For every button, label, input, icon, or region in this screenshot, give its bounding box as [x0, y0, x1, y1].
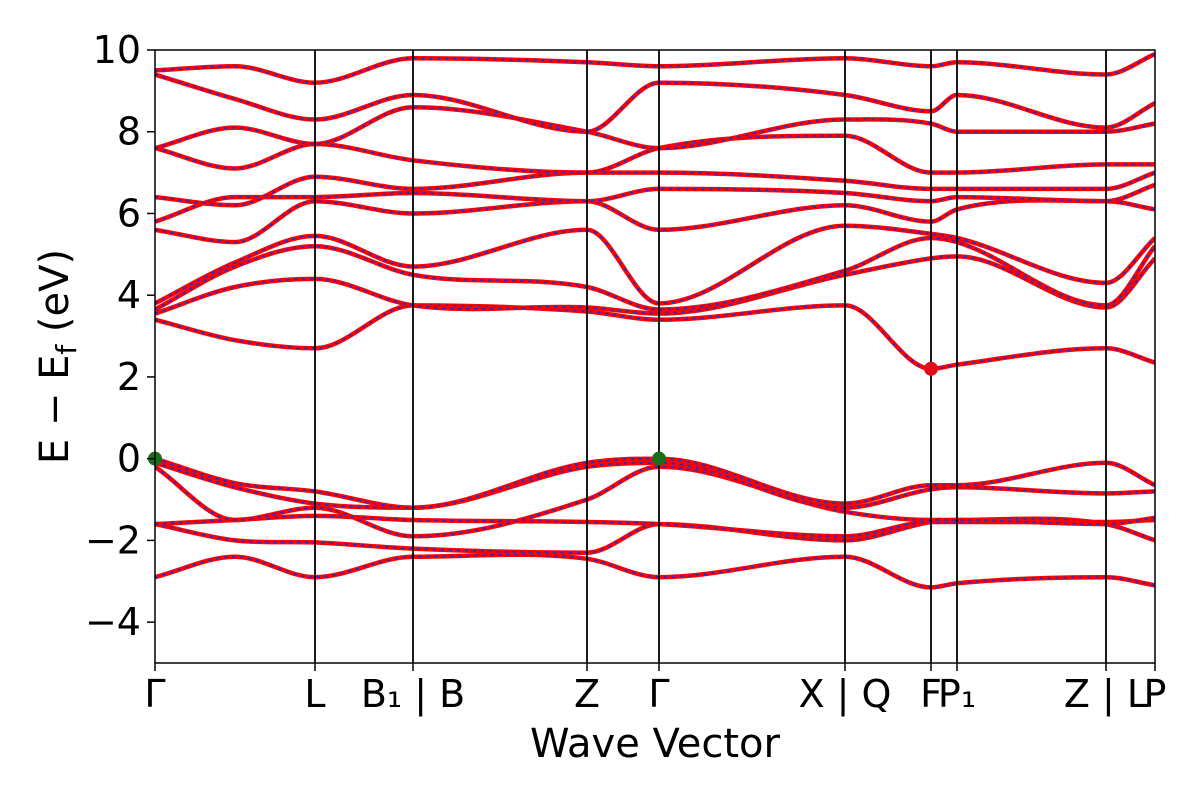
band-15	[155, 104, 1155, 151]
band-16-overlay	[155, 73, 1155, 133]
band-17	[155, 52, 1155, 85]
x-tick-label: L	[304, 672, 325, 716]
x-axis-label: Wave Vector	[530, 721, 781, 767]
y-ticks: −4 −2 0 2 4 6 8 10	[85, 28, 155, 644]
band-1	[155, 552, 1155, 590]
y-axis-label-sub: f	[50, 344, 83, 355]
x-tick-label: Z | L	[1064, 672, 1148, 717]
bands-layer	[155, 52, 1155, 590]
x-ticks: Γ L B₁ | B Z Γ X | Q FP₁ Z | LP	[144, 663, 1166, 717]
y-tick-label: −4	[85, 600, 141, 644]
x-tick-label: Γ	[144, 672, 165, 716]
band-4-overlay	[155, 465, 1155, 538]
y-tick-label: 8	[117, 110, 141, 154]
band-1-overlay	[155, 553, 1155, 589]
band-9	[155, 235, 1155, 312]
band-14-overlay	[155, 134, 1155, 174]
x-tick-label: F	[920, 672, 942, 716]
vbm-marker	[652, 451, 666, 466]
x-tick-label: P₁	[938, 672, 976, 716]
x-tick-label: X | Q	[799, 672, 892, 717]
y-tick-label: 6	[117, 191, 141, 235]
band-11-overlay	[155, 199, 1155, 244]
band-17-overlay	[155, 53, 1155, 84]
x-tick-label: P	[1144, 672, 1167, 716]
plot-frame	[154, 49, 1156, 664]
x-tick-label: Γ	[648, 672, 669, 716]
y-tick-label: 10	[93, 28, 141, 72]
y-axis-label: E − Ef (eV)	[32, 249, 83, 464]
y-tick-label: 2	[117, 355, 141, 399]
x-tick-label: Z	[574, 672, 600, 716]
cbm-marker	[924, 361, 938, 376]
x-tick-label: B₁ | B	[361, 672, 465, 717]
extrema-markers	[148, 361, 938, 466]
y-tick-label: 4	[117, 273, 141, 317]
kpoint-lines	[314, 50, 1107, 663]
y-axis-label-unit: (eV)	[32, 249, 78, 345]
band-5	[155, 460, 1155, 510]
y-tick-label: 0	[117, 437, 141, 481]
band-12-overlay	[155, 183, 1155, 223]
y-tick-label: −2	[85, 518, 141, 562]
y-axis-label-main: E − E	[32, 355, 78, 465]
